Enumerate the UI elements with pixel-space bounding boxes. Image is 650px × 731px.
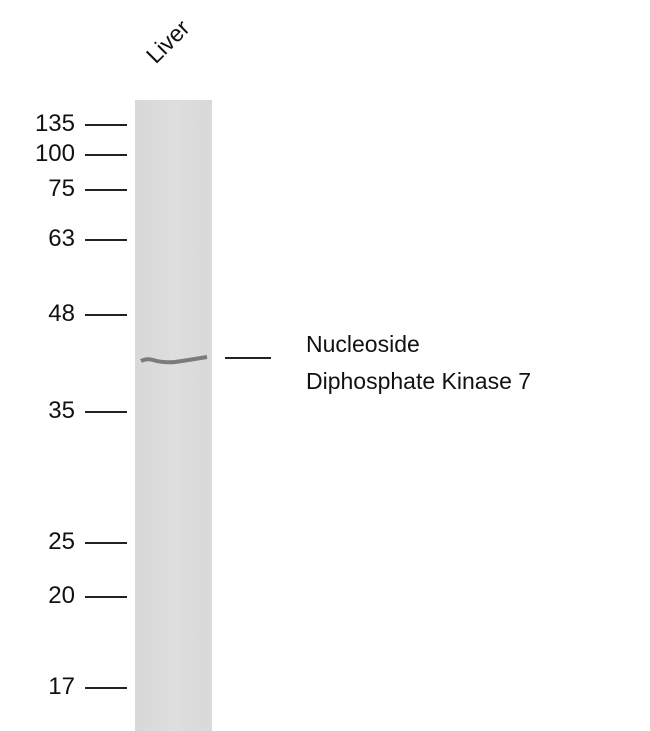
blot-lane bbox=[135, 100, 212, 731]
target-line-1: Nucleoside bbox=[306, 331, 420, 357]
lane-label: Liver bbox=[140, 14, 195, 69]
target-label: Nucleoside Diphosphate Kinase 7 bbox=[306, 326, 531, 400]
target-line-2: Diphosphate Kinase 7 bbox=[306, 368, 532, 394]
band-pointer-line bbox=[225, 357, 271, 359]
protein-band bbox=[140, 355, 208, 365]
